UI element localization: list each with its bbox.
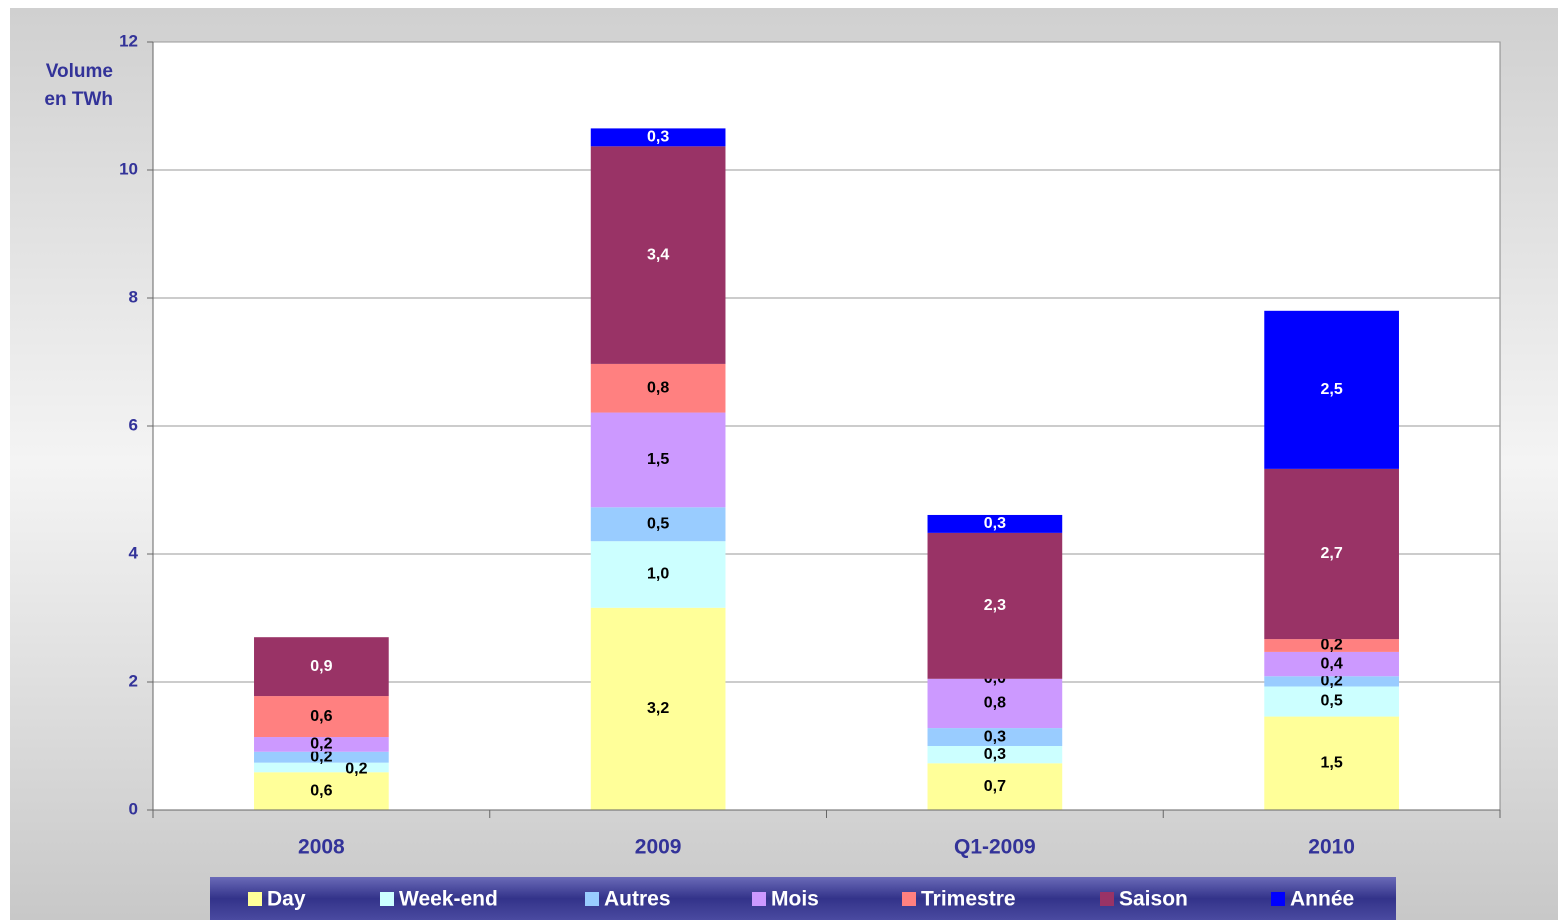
x-tick-label: 2009 (635, 836, 682, 859)
value-label: 0,9 (310, 658, 332, 675)
value-label: 2,7 (1321, 545, 1343, 562)
value-label: 0,5 (647, 515, 669, 532)
y-axis-title: Volume (46, 61, 113, 82)
value-label: 0,2 (310, 736, 332, 753)
bar-segment (1264, 468, 1399, 640)
y-tick-label: 2 (129, 671, 138, 690)
bar-segment (927, 746, 1063, 764)
bar-segment (1264, 686, 1399, 717)
bar-segment (927, 514, 1063, 533)
value-label: 0,6 (310, 708, 332, 725)
value-label: 0,3 (984, 728, 1006, 745)
bar-segment (927, 678, 1063, 729)
bar-segment (1264, 676, 1399, 687)
y-tick-label: 6 (129, 415, 138, 434)
bar-segment (590, 507, 726, 542)
value-label: 1,5 (1321, 754, 1343, 771)
legend-label: Trimestre (921, 888, 1016, 911)
value-label: 0,8 (647, 379, 669, 396)
legend-swatch (752, 892, 766, 906)
legend-swatch (1100, 892, 1114, 906)
bar-segment (1264, 639, 1399, 652)
y-tick-label: 0 (129, 799, 138, 818)
bar-segment (927, 728, 1063, 746)
value-label: 0,2 (1321, 637, 1343, 654)
legend-label: Saison (1119, 888, 1188, 911)
y-tick-label: 8 (129, 287, 138, 306)
value-label: 1,5 (647, 451, 669, 468)
bar-segment (254, 762, 389, 773)
bar-segment (590, 146, 726, 364)
legend-label: Week-end (399, 888, 498, 911)
bar-segment (1264, 651, 1399, 677)
value-label: 0,2 (310, 748, 332, 765)
legend-label: Mois (771, 888, 819, 911)
bar-segment (254, 637, 389, 697)
bar-segment (1264, 716, 1399, 810)
value-label: 0,5 (1321, 693, 1343, 710)
value-label: 2,3 (984, 597, 1006, 614)
bar-segment (254, 751, 389, 763)
value-label: 0,2 (345, 761, 367, 778)
legend-swatch (380, 892, 394, 906)
legend-swatch (1271, 892, 1285, 906)
value-label: 0,8 (984, 695, 1006, 712)
bar-segment (590, 363, 726, 413)
value-label: 0,7 (984, 778, 1006, 795)
legend-swatch (585, 892, 599, 906)
x-tick-label: 2010 (1308, 836, 1355, 859)
legend-box (210, 877, 1396, 920)
value-label: 3,4 (647, 246, 669, 263)
value-label: 0,3 (647, 129, 669, 146)
value-label: 0,2 (1321, 673, 1343, 690)
y-tick-label: 4 (129, 543, 139, 562)
value-label: 0,4 (1321, 655, 1343, 672)
y-tick-label: 12 (119, 31, 138, 50)
bar-segment (590, 541, 726, 608)
bar-segment (927, 532, 1063, 679)
bar-segment (590, 412, 726, 508)
bar-segment (590, 607, 726, 810)
value-label: 3,2 (647, 700, 669, 717)
legend-swatch (902, 892, 916, 906)
legend-swatch (248, 892, 262, 906)
legend-label: Autres (604, 888, 671, 911)
y-axis-title: en TWh (44, 89, 113, 110)
value-label: 0,6 (310, 782, 332, 799)
x-tick-label: Q1-2009 (954, 836, 1036, 859)
bar-segment (1264, 310, 1399, 469)
bar-segment (254, 737, 389, 752)
x-tick-label: 2008 (298, 836, 345, 859)
value-label: 0,3 (984, 515, 1006, 532)
bar-segment (254, 696, 389, 738)
value-label: 0,3 (984, 746, 1006, 763)
bar-segment (927, 763, 1063, 810)
bar-segment (590, 128, 726, 147)
legend-label: Année (1290, 888, 1354, 911)
legend-label: Day (267, 888, 306, 911)
y-tick-label: 10 (119, 159, 138, 178)
value-label: 1,0 (647, 566, 669, 583)
value-label: 2,5 (1321, 381, 1343, 398)
bar-segment (254, 772, 389, 810)
